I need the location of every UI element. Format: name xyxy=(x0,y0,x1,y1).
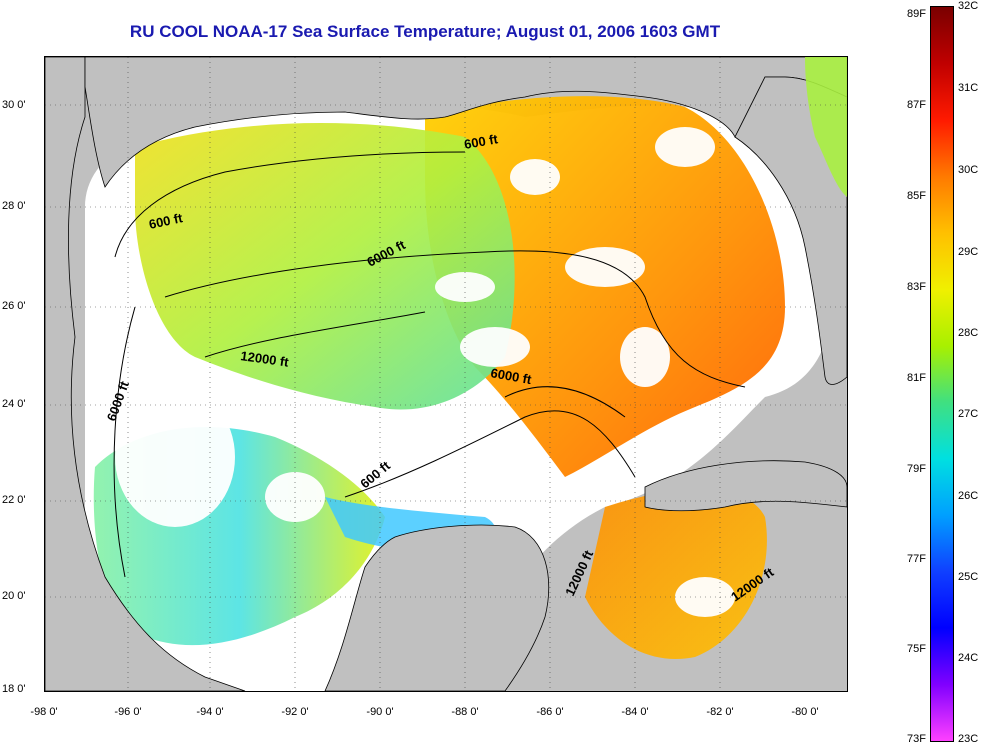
lon-tick: -90 0' xyxy=(366,706,394,718)
colorbar-label-celsius: 23C xyxy=(958,733,979,745)
sst-caribbean xyxy=(585,489,767,659)
land-yucatan xyxy=(324,524,550,691)
land-cuba xyxy=(644,460,847,512)
lon-tick: -92 0' xyxy=(281,706,309,718)
colorbar-label-celsius: 26C xyxy=(958,490,979,502)
contour-label-12000ft-central: 12000 ft xyxy=(240,348,291,370)
colorbar-label-fahrenheit: 81F xyxy=(907,372,926,384)
colorbar-label-celsius: 29C xyxy=(958,246,979,258)
colorbar-label-celsius: 27C xyxy=(958,408,979,420)
colorbar-label-fahrenheit: 87F xyxy=(907,99,926,111)
lat-tick: 20 0' xyxy=(2,590,26,602)
lon-tick: -86 0' xyxy=(536,706,564,718)
contour-label-6000ft-east: 6000 ft xyxy=(489,365,533,387)
lat-tick: 28 0' xyxy=(2,200,26,212)
colorbar-label-celsius: 31C xyxy=(958,82,979,94)
map-title: RU COOL NOAA-17 Sea Surface Temperature;… xyxy=(129,22,721,41)
sst-atlantic-florida xyxy=(805,57,847,197)
land-mexico xyxy=(45,57,246,691)
land-florida xyxy=(734,76,847,385)
colorbar-label-fahrenheit: 73F xyxy=(907,733,926,745)
colorbar-label-celsius: 28C xyxy=(958,327,979,339)
colorbar-label-celsius: 25C xyxy=(958,571,979,583)
bathymetry-contours xyxy=(113,151,746,578)
lon-tick: -96 0' xyxy=(114,706,142,718)
lat-tick: 18 0' xyxy=(2,683,26,695)
sst-map: 600 ft 600 ft 6000 ft 6000 ft 6000 ft 12… xyxy=(44,56,848,692)
colorbar-label-celsius: 24C xyxy=(958,652,979,664)
colorbar-label-fahrenheit: 83F xyxy=(907,281,926,293)
lat-tick: 24 0' xyxy=(2,398,26,410)
temperature-colorbar xyxy=(930,6,954,742)
lat-tick: 30 0' xyxy=(2,99,26,111)
lon-tick: -94 0' xyxy=(196,706,224,718)
colorbar-label-fahrenheit: 85F xyxy=(907,190,926,202)
sst-central xyxy=(135,123,515,410)
lon-tick: -88 0' xyxy=(451,706,479,718)
lon-tick: -98 0' xyxy=(30,706,58,718)
colorbar-label-fahrenheit: 77F xyxy=(907,553,926,565)
lon-tick: -84 0' xyxy=(621,706,649,718)
lon-tick: -80 0' xyxy=(791,706,819,718)
colorbar-label-fahrenheit: 79F xyxy=(907,463,926,475)
contour-label-600ft-north: 600 ft xyxy=(463,131,500,152)
colorbar-label-fahrenheit: 75F xyxy=(907,643,926,655)
contour-label-600ft-west: 600 ft xyxy=(148,210,185,232)
colorbar-label-fahrenheit: 89F xyxy=(907,8,926,20)
lat-tick: 26 0' xyxy=(2,300,26,312)
colorbar-label-celsius: 30C xyxy=(958,164,979,176)
graticule xyxy=(45,57,847,691)
lon-tick: -82 0' xyxy=(706,706,734,718)
lat-tick: 22 0' xyxy=(2,494,26,506)
sst-map-canvas: 600 ft 600 ft 6000 ft 6000 ft 6000 ft 12… xyxy=(45,57,847,691)
colorbar-label-celsius: 32C xyxy=(958,0,979,12)
